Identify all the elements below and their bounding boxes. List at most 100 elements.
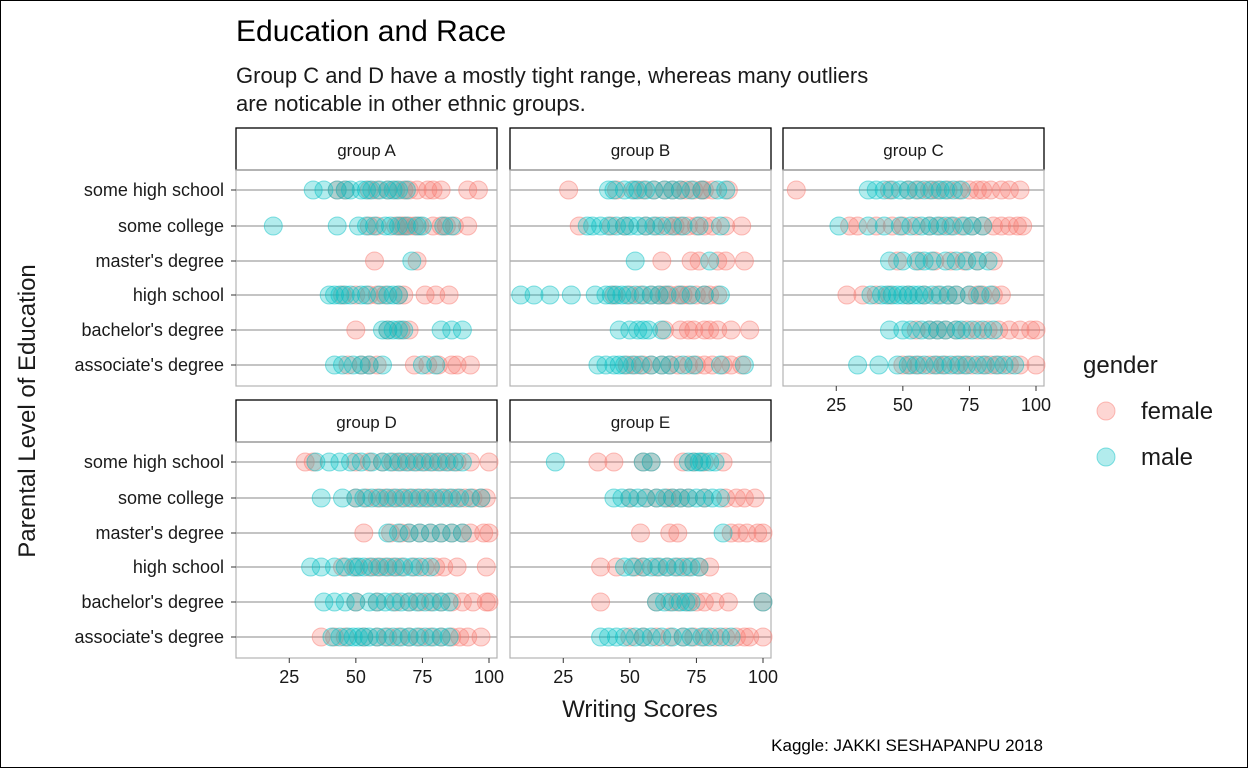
data-point-female: [391, 523, 411, 543]
data-point-male: [700, 251, 720, 271]
data-point-female: [694, 285, 714, 305]
data-point-male: [694, 285, 714, 305]
data-point-female: [686, 285, 706, 305]
data-point-female: [452, 592, 472, 612]
data-point-female: [389, 285, 408, 305]
data-point-female: [439, 452, 459, 472]
data-point-male: [383, 180, 403, 200]
data-point-male: [375, 592, 395, 612]
data-point-female: [732, 355, 752, 375]
data-point-female: [700, 285, 720, 305]
data-point-male: [381, 216, 400, 236]
data-point-male: [928, 216, 947, 236]
data-point-female: [647, 216, 666, 236]
data-point-male: [633, 320, 653, 340]
data-point-male: [912, 320, 931, 340]
data-point-male: [343, 557, 363, 577]
data-point-female: [423, 216, 443, 236]
data-point-female: [657, 557, 677, 577]
data-point-female: [620, 285, 640, 305]
data-point-female: [652, 355, 672, 375]
data-point-male: [314, 592, 334, 612]
data-point-female: [601, 216, 621, 236]
data-point-female: [351, 355, 371, 375]
data-point-male: [442, 320, 462, 340]
data-point-female: [391, 452, 411, 472]
data-point-female: [431, 627, 451, 647]
data-point-male: [946, 251, 966, 271]
data-point-female: [708, 320, 728, 340]
data-point-male: [439, 592, 459, 612]
data-point-female: [636, 216, 656, 236]
y-tick-label-associate-s-degree: associate's degree: [74, 627, 224, 647]
data-point-male: [641, 557, 661, 577]
data-point-male: [434, 488, 454, 508]
data-point-female: [668, 355, 688, 375]
data-point-male: [946, 320, 966, 340]
data-point-female: [431, 488, 451, 508]
data-point-male: [335, 592, 355, 612]
data-point-female: [981, 180, 1001, 200]
data-point-female: [463, 488, 483, 508]
data-point-female: [702, 216, 722, 236]
legend-title: gender: [1083, 352, 1158, 379]
data-point-female: [702, 355, 722, 375]
data-point-female: [420, 592, 440, 612]
data-point-male: [670, 285, 690, 305]
data-point-male: [410, 523, 430, 543]
data-point-female: [476, 557, 496, 577]
x-tick-label-75: 75: [412, 667, 432, 687]
data-point-female: [354, 627, 374, 647]
data-point-male: [633, 557, 653, 577]
data-point-male: [351, 180, 371, 200]
data-point-female: [732, 216, 752, 236]
data-point-female: [694, 355, 714, 375]
data-point-female: [936, 355, 955, 375]
data-point-female: [991, 180, 1011, 200]
data-point-male: [391, 627, 411, 647]
data-point-female: [936, 320, 955, 340]
data-point-female: [946, 285, 966, 305]
data-point-male: [673, 216, 693, 236]
data-point-female: [657, 488, 677, 508]
data-point-male: [636, 180, 656, 200]
data-point-female: [391, 216, 411, 236]
data-point-male: [689, 452, 709, 472]
data-point-female: [655, 180, 674, 200]
data-point-male: [692, 452, 712, 472]
data-point-male: [330, 285, 350, 305]
data-point-male: [710, 285, 730, 305]
data-point-male: [652, 320, 672, 340]
data-point-male: [607, 627, 626, 647]
data-point-female: [439, 488, 459, 508]
data-point-female: [447, 488, 467, 508]
data-point-male: [335, 557, 355, 577]
data-point-male: [383, 285, 403, 305]
data-point-female: [692, 180, 712, 200]
data-point-male: [625, 285, 645, 305]
data-point-male: [402, 251, 422, 271]
data-point-male: [591, 627, 611, 647]
data-point-male: [681, 592, 701, 612]
facet-panel-group-e: group E 25 50 75 100: [509, 399, 778, 687]
data-point-male: [306, 452, 326, 472]
data-point-male: [357, 180, 376, 200]
data-point-male: [325, 592, 344, 612]
data-point-female: [673, 285, 693, 305]
data-point-male: [375, 627, 395, 647]
data-point-male: [663, 180, 682, 200]
data-point-female: [418, 180, 438, 200]
data-point-female: [647, 557, 666, 577]
data-point-male: [928, 320, 947, 340]
data-point-female: [588, 452, 608, 472]
chart-subtitle-line-1: Group C and D have a mostly tight range,…: [236, 63, 868, 88]
data-point-female: [452, 523, 472, 543]
legend-key-female: [1096, 401, 1116, 421]
data-point-male: [426, 488, 446, 508]
data-point-male: [375, 216, 395, 236]
data-point-male: [641, 452, 661, 472]
data-point-male: [888, 285, 907, 305]
data-point-male: [617, 285, 637, 305]
data-point-female: [668, 592, 688, 612]
data-point-female: [668, 285, 688, 305]
